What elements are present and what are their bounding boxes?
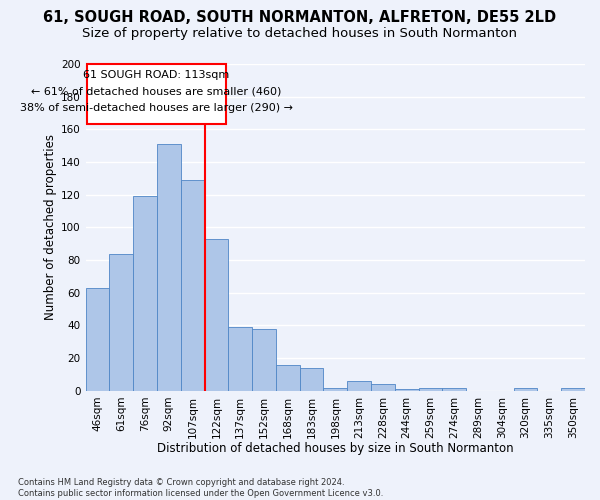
Bar	[395, 389, 419, 391]
Bar	[371, 384, 395, 391]
Bar	[347, 381, 371, 391]
Bar	[514, 388, 538, 391]
Bar	[323, 388, 347, 391]
Y-axis label: Number of detached properties: Number of detached properties	[44, 134, 57, 320]
Text: 38% of semi-detached houses are larger (290) →: 38% of semi-detached houses are larger (…	[20, 103, 293, 113]
FancyBboxPatch shape	[87, 64, 226, 124]
Bar	[205, 239, 229, 391]
Bar	[133, 196, 157, 391]
Bar	[561, 388, 585, 391]
Text: Contains HM Land Registry data © Crown copyright and database right 2024.
Contai: Contains HM Land Registry data © Crown c…	[18, 478, 383, 498]
Bar	[157, 144, 181, 391]
Bar	[229, 327, 252, 391]
Bar	[299, 368, 323, 391]
Bar	[276, 364, 299, 391]
Text: 61, SOUGH ROAD, SOUTH NORMANTON, ALFRETON, DE55 2LD: 61, SOUGH ROAD, SOUTH NORMANTON, ALFRETO…	[43, 10, 557, 25]
Text: ← 61% of detached houses are smaller (460): ← 61% of detached houses are smaller (46…	[31, 87, 281, 97]
X-axis label: Distribution of detached houses by size in South Normanton: Distribution of detached houses by size …	[157, 442, 514, 455]
Bar	[442, 388, 466, 391]
Bar	[86, 288, 109, 391]
Bar	[181, 180, 205, 391]
Text: Size of property relative to detached houses in South Normanton: Size of property relative to detached ho…	[83, 28, 517, 40]
Bar	[109, 254, 133, 391]
Bar	[419, 388, 442, 391]
Text: 61 SOUGH ROAD: 113sqm: 61 SOUGH ROAD: 113sqm	[83, 70, 229, 81]
Bar	[252, 328, 276, 391]
